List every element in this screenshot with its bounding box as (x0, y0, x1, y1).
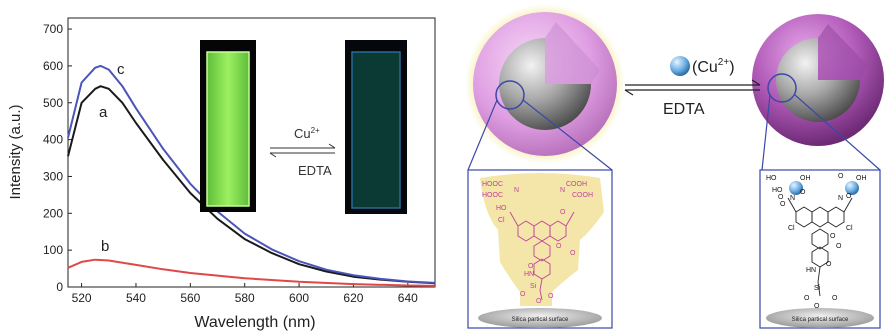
scheme-reverse-label: EDTA (663, 101, 705, 118)
molecule-atom-label: Si (814, 285, 821, 292)
molecule-atom-label: Cl (498, 217, 505, 224)
y-axis-label: Intensity (a.u.) (7, 104, 24, 199)
y-tick-label: 100 (43, 243, 63, 257)
series-line-b (67, 258, 436, 287)
series-label-b: b (101, 238, 109, 255)
y-tick-label: 600 (43, 59, 63, 73)
molecule-atom-label: N (838, 195, 843, 202)
molecule-atom-label: O (560, 209, 566, 216)
molecule-atom-label: Cl (788, 225, 795, 232)
molecule-atom-label: O (548, 293, 554, 300)
surface-label-right: Silica partical surface (792, 317, 849, 323)
inset-photo: Cu2+ EDTA (200, 40, 407, 214)
copper-ion-icon (670, 56, 690, 76)
focus-circle-right (767, 73, 797, 103)
molecule-atom-label: O (528, 263, 534, 270)
surface-label-left: Silica partical surface (512, 317, 569, 323)
y-tick-label: 0 (56, 280, 63, 294)
x-tick-label: 620 (343, 291, 363, 305)
sensor-scheme: (Cu2+) EDTA Silica partical surface HOOC… (465, 4, 884, 329)
molecule-atom-label: O (804, 295, 810, 302)
x-axis-ticks: 520 540 560 580 600 620 640 (72, 283, 418, 305)
molecule-atom-label: HOOC (482, 192, 503, 199)
molecule-atom-label: N (560, 187, 565, 194)
molecule-atom-label: N (790, 195, 795, 202)
molecule-atom-label: O (556, 243, 562, 250)
molecule-halo-left (480, 173, 604, 306)
molecule-atom-label: HN (524, 271, 534, 278)
x-tick-label: 580 (235, 291, 255, 305)
molecule-atom-label: O (800, 189, 806, 196)
y-axis-ticks: 0 100 200 300 400 500 600 700 (43, 22, 72, 294)
y-tick-label: 200 (43, 206, 63, 220)
silica-surface-left (478, 308, 602, 328)
molecule-atom-label: COOH (566, 181, 587, 188)
molecule-atom-label: O (830, 233, 836, 240)
cuvette-quenched-liquid (352, 52, 400, 208)
silica-surface-right (766, 308, 874, 328)
x-tick-label: 560 (180, 291, 200, 305)
molecule-atom-label: HO (766, 175, 777, 182)
y-tick-label: 500 (43, 96, 63, 110)
y-tick-label: 400 (43, 133, 63, 147)
molecule-atom-label: OH (800, 175, 811, 182)
x-tick-label: 600 (289, 291, 309, 305)
molecule-atom-label: Cl (846, 225, 853, 232)
cuvette-fluorescent-liquid (207, 52, 249, 206)
molecule-atom-label: O (570, 250, 576, 257)
molecule-atom-label: O (832, 295, 838, 302)
molecule-atom-label: HN (806, 267, 816, 274)
molecule-atom-label: O (780, 201, 786, 208)
molecule-atom-label: O (838, 173, 844, 180)
molecule-atom-label: OH (856, 175, 867, 182)
inset-reverse-label: EDTA (298, 163, 332, 178)
molecule-atom-label: O (826, 261, 832, 268)
molecule-atom-label: O (846, 193, 852, 200)
inset-reagent-label: Cu2+ (294, 126, 320, 141)
molecule-atom-label: O (778, 194, 784, 201)
series-label-c: c (117, 61, 125, 78)
molecule-atom-label: HO (496, 205, 507, 212)
x-tick-label: 640 (398, 291, 418, 305)
molecule-structure-right (787, 197, 853, 297)
spectrum-chart: 520 540 560 580 600 620 640 0 100 200 300 400 500 60… (7, 17, 436, 331)
molecule-atom-label: O (536, 298, 542, 305)
molecule-structure-left (509, 211, 575, 301)
x-axis-label: Wavelength (nm) (194, 314, 315, 331)
x-tick-label: 520 (72, 291, 92, 305)
molecule-atom-label: HOOC (482, 181, 503, 188)
molecule-atom-label: N (514, 187, 519, 194)
scheme-reagent-label: (Cu2+) (692, 57, 735, 76)
focus-circle-left (495, 80, 525, 110)
molecule-atom-label: COOH (572, 192, 593, 199)
molecule-atom-label: HO (772, 187, 783, 194)
molecule-atom-label: O (836, 243, 842, 250)
y-tick-label: 300 (43, 169, 63, 183)
copper-ion-bound-2 (845, 181, 859, 195)
x-tick-label: 540 (126, 291, 146, 305)
y-tick-label: 700 (43, 22, 63, 36)
molecule-atom-label: Si (530, 283, 537, 290)
copper-ion-bound-1 (789, 181, 803, 195)
molecule-atom-label: O (814, 303, 820, 310)
series-label-a: a (99, 104, 108, 121)
molecule-atom-label: O (520, 291, 526, 298)
